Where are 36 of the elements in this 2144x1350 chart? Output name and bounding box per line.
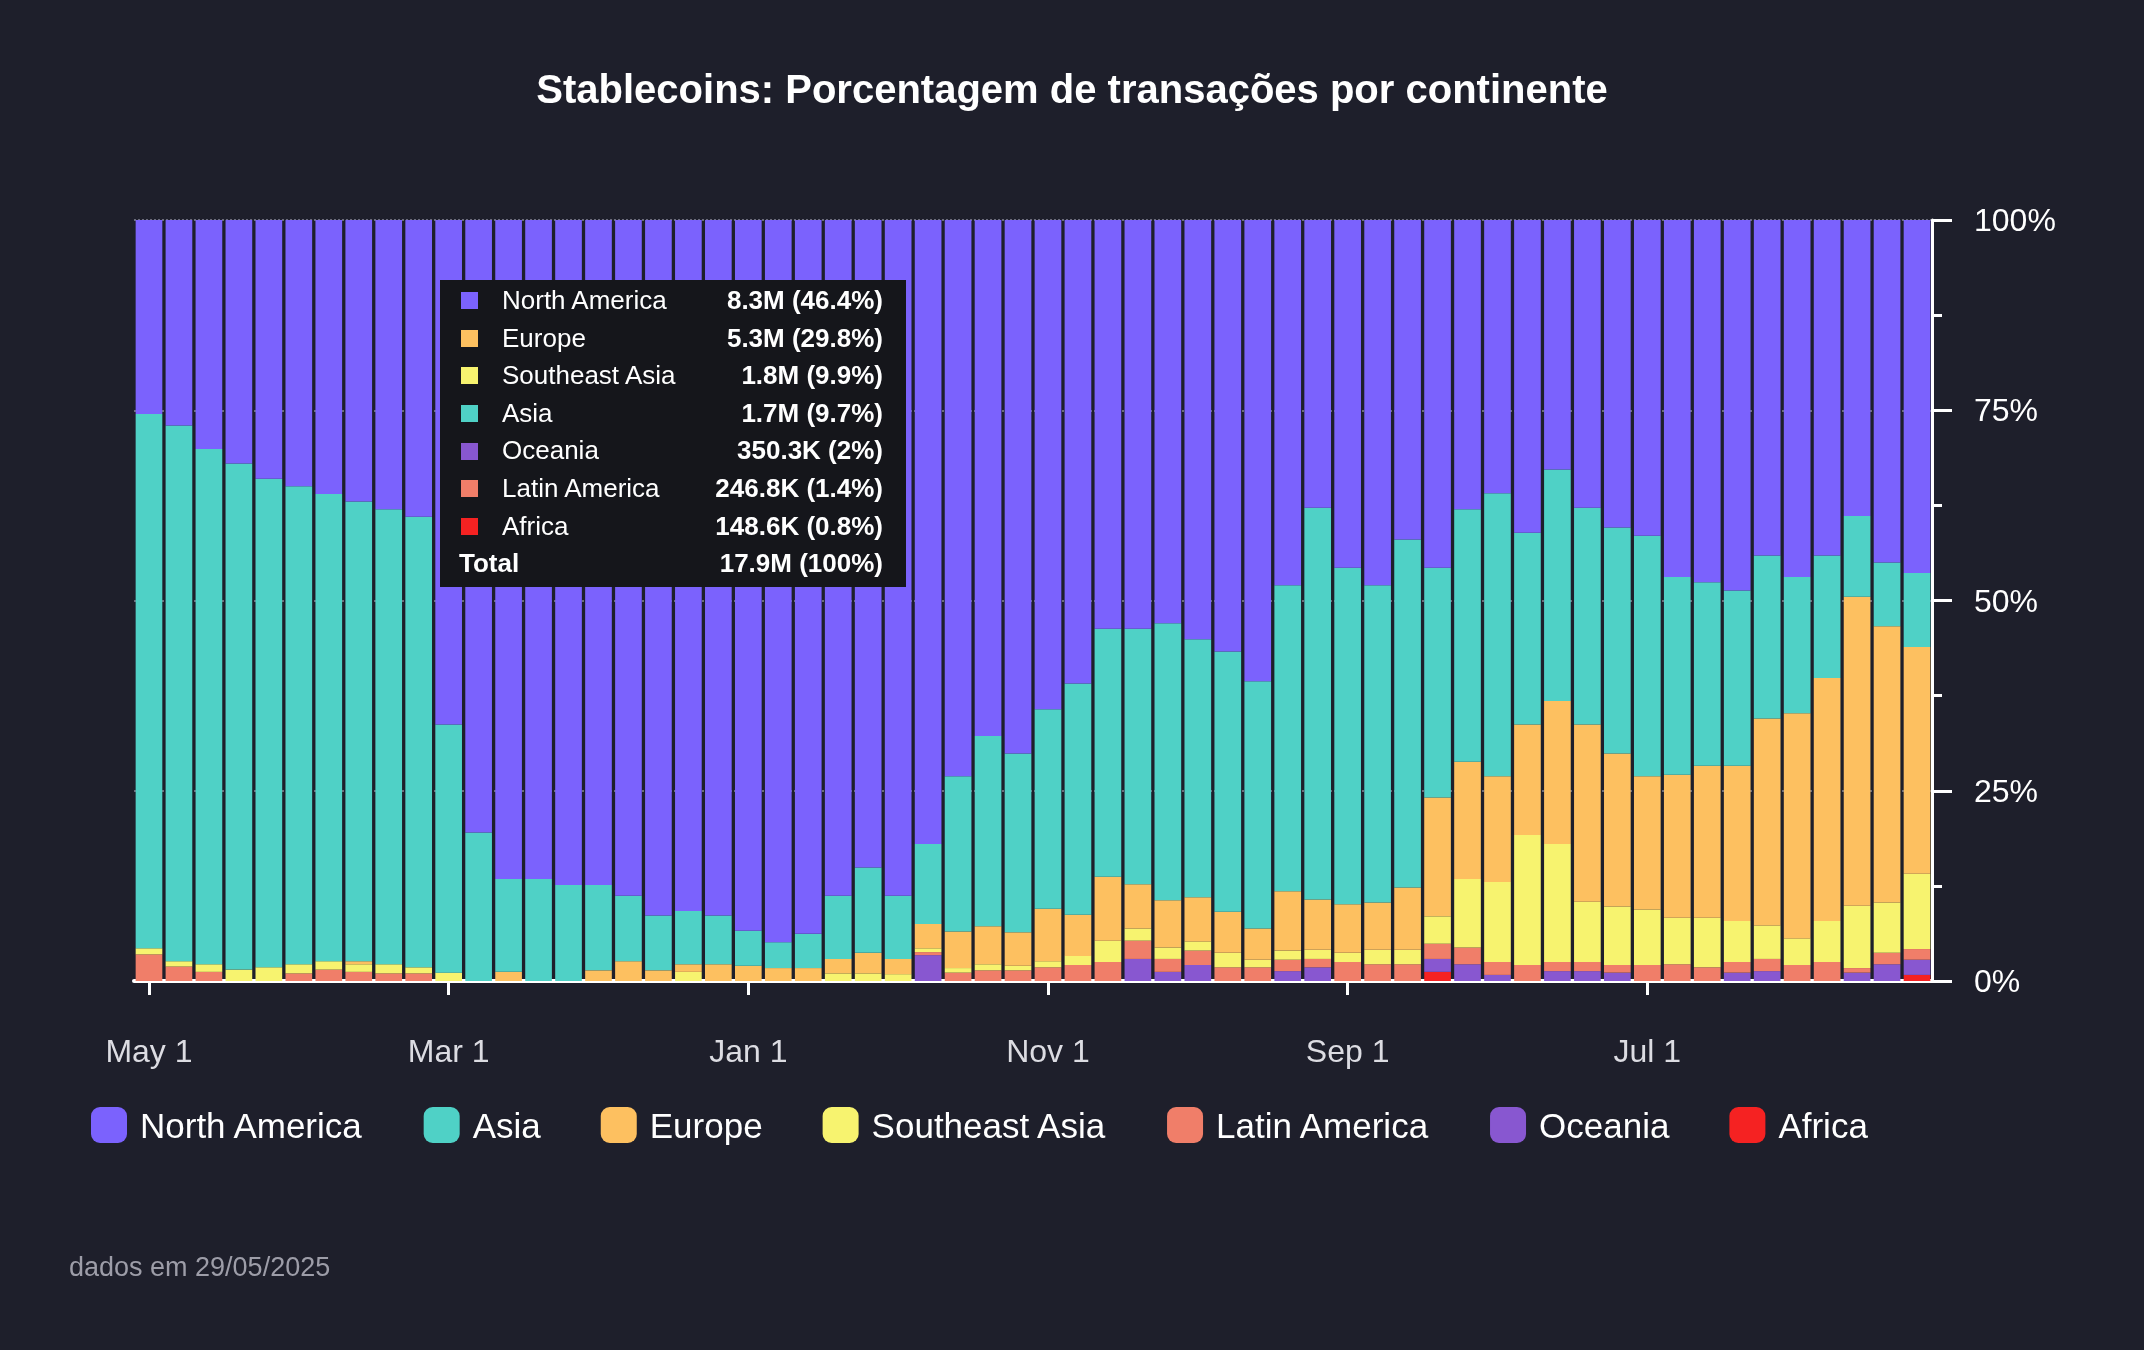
annotation: Latin America [502, 472, 660, 505]
annotation: 8.3M (46.4%) [726, 284, 883, 317]
x-tick-label: Sep 1 [1305, 1033, 1390, 1069]
y-tick-label: 75% [1974, 392, 2039, 429]
annotation: 246.8K (1.4%) [715, 472, 883, 505]
annotation: 1.8M (9.9%) [741, 359, 883, 393]
annotation: North America [502, 284, 667, 317]
annotation: 17.9M (100%) [719, 547, 883, 581]
annotation: 148.6K (0.8%) [715, 509, 883, 543]
legend-label: Asia [472, 1105, 542, 1145]
legend-label: North America [140, 1105, 363, 1145]
annotation: Asia [502, 396, 553, 430]
y-tick-label: 25% [1974, 772, 2039, 809]
x-tick-label: Nov 1 [1006, 1033, 1090, 1069]
legend-label: Africa [1778, 1105, 1869, 1145]
y-tick-label: 50% [1974, 582, 2039, 619]
x-tick-label: Jul 1 [1613, 1033, 1682, 1069]
x-tick-label: Mar 1 [407, 1033, 490, 1069]
annotation: Europe [502, 321, 586, 355]
annotation: Oceania [502, 434, 599, 468]
legend-label: Europe [649, 1105, 763, 1145]
y-tick-label: 100% [1974, 202, 2056, 238]
legend-label: Oceania [1539, 1105, 1670, 1145]
annotation: 5.3M (29.8%) [726, 321, 883, 355]
x-tick-label: Jan 1 [709, 1033, 788, 1069]
y-tick-label: 0% [1974, 963, 2021, 999]
legend-label: Latin America [1216, 1105, 1429, 1145]
annotation: Total [459, 547, 520, 581]
legend-label: Southeast Asia [871, 1105, 1106, 1145]
text: dados em 29/05/2025 [69, 1252, 331, 1283]
annotation: Southeast Asia [502, 359, 676, 393]
chart-title: Stablecoins: Porcentagem de transações por continente [536, 67, 1608, 111]
annotation: 1.7M (9.7%) [741, 396, 883, 430]
x-tick-label: May 1 [105, 1033, 193, 1069]
annotation: Africa [502, 509, 569, 543]
annotation: 350.3K (2%) [737, 434, 883, 468]
